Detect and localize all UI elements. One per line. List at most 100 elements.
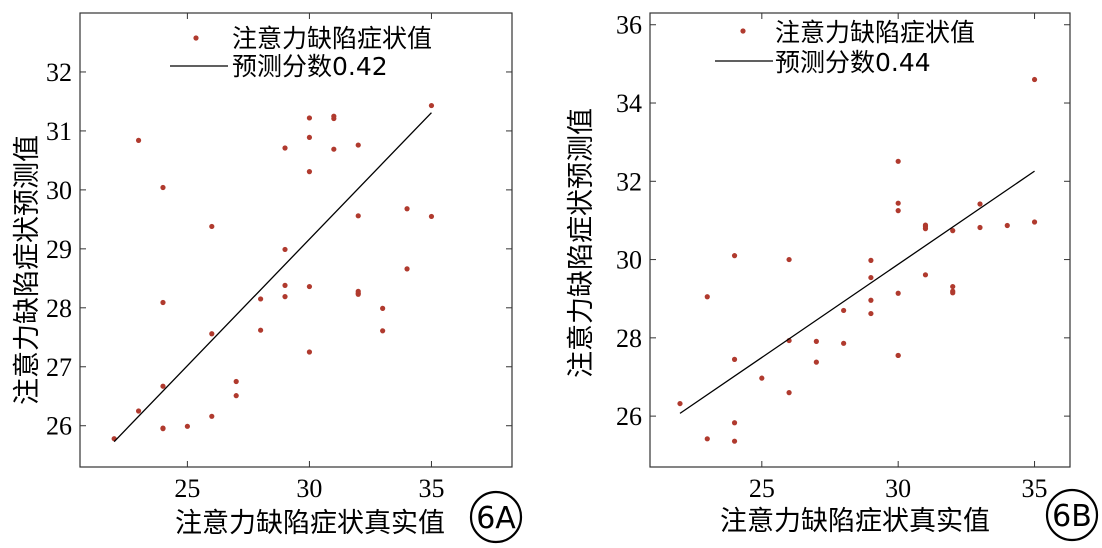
chart-panel-6a: 25 30 3526272829303132注意力缺陷症状值预测分数0.42注意力缺… <box>12 12 523 544</box>
data-point <box>1031 219 1038 225</box>
data-point <box>160 184 166 191</box>
data-point <box>895 208 901 214</box>
data-point <box>868 297 874 303</box>
data-point <box>704 436 710 442</box>
data-point <box>1004 222 1010 229</box>
x-tick-label: 35 <box>1022 474 1048 503</box>
y-tick-label: 30 <box>46 176 72 205</box>
data-point <box>950 290 956 296</box>
data-point <box>759 375 765 381</box>
y-tick-label: 28 <box>46 294 72 323</box>
y-tick-label: 29 <box>46 235 72 264</box>
legend-point-marker <box>193 35 199 41</box>
y-tick-label: 36 <box>616 11 642 40</box>
data-point <box>950 228 956 234</box>
x-tick-label: 35 <box>418 474 444 503</box>
data-point <box>282 282 288 288</box>
data-point <box>355 142 361 148</box>
data-point <box>306 134 313 141</box>
x-tick-label: 25 <box>174 474 200 503</box>
data-point <box>380 328 386 334</box>
data-point <box>282 294 288 300</box>
data-point <box>306 349 313 355</box>
data-point <box>428 102 435 109</box>
regression-line <box>113 112 432 443</box>
data-point <box>786 390 792 396</box>
data-point <box>404 206 410 212</box>
data-point <box>895 352 901 359</box>
data-point <box>282 246 288 253</box>
data-point <box>209 223 215 230</box>
data-point <box>209 413 215 419</box>
data-point <box>233 393 239 399</box>
y-tick-label: 26 <box>46 412 72 441</box>
data-point <box>950 283 956 290</box>
data-point <box>160 426 166 432</box>
y-tick-label: 31 <box>46 117 72 146</box>
y-axis-label: 注意力缺陷症状预测值 <box>12 135 43 405</box>
data-point <box>306 115 313 121</box>
data-point <box>841 307 847 314</box>
data-point <box>704 294 710 300</box>
data-point <box>922 226 929 232</box>
data-point <box>868 257 874 263</box>
panel-badge-label: 6B <box>1052 499 1092 534</box>
data-point <box>731 420 738 426</box>
data-point <box>731 356 738 362</box>
data-point <box>184 423 190 429</box>
panel-badge-circle <box>1045 488 1099 542</box>
data-point <box>977 201 983 207</box>
data-point <box>813 338 819 344</box>
data-point <box>841 340 847 346</box>
panel-badge-circle <box>469 490 523 544</box>
data-point <box>1031 76 1038 83</box>
x-tick-label: 30 <box>885 474 911 503</box>
x-tick-label: 30 <box>296 474 322 503</box>
y-tick-label: 34 <box>616 89 642 118</box>
data-point <box>258 296 264 302</box>
plot-frame <box>79 12 513 468</box>
data-point <box>282 145 288 151</box>
data-point <box>380 305 386 311</box>
data-point <box>209 331 215 337</box>
data-point <box>135 137 142 143</box>
data-point <box>922 272 929 278</box>
data-point <box>160 299 166 306</box>
y-tick-label: 26 <box>616 402 642 431</box>
data-point <box>331 115 337 122</box>
x-axis-label: 注意力缺陷症状真实值 <box>720 506 990 537</box>
data-point <box>868 310 874 317</box>
data-point <box>731 438 738 444</box>
y-tick-label: 30 <box>616 246 642 275</box>
data-point <box>160 383 166 389</box>
legend-point-marker <box>740 28 746 34</box>
y-tick-label: 27 <box>46 353 72 382</box>
y-tick-label: 28 <box>616 324 642 353</box>
data-point <box>258 327 264 333</box>
legend-label-points: 注意力缺陷症状值 <box>775 18 975 47</box>
data-point <box>404 266 410 272</box>
x-tick-label: 25 <box>749 474 775 503</box>
x-axis-label: 注意力缺陷症状真实值 <box>175 508 445 539</box>
data-point <box>233 378 239 385</box>
data-point <box>977 224 983 231</box>
y-tick-label: 32 <box>616 167 642 196</box>
data-point <box>306 169 313 175</box>
data-point <box>428 213 435 220</box>
legend-label-points: 注意力缺陷症状值 <box>232 24 432 53</box>
data-point <box>786 256 792 263</box>
data-point <box>135 408 142 414</box>
panel-badge-label: 6A <box>476 501 516 536</box>
data-point <box>355 213 361 219</box>
data-point <box>355 291 361 297</box>
data-point <box>677 400 683 407</box>
data-point <box>895 290 901 296</box>
plot-frame <box>649 12 1071 468</box>
data-point <box>331 146 337 152</box>
y-tick-label: 32 <box>46 58 72 87</box>
